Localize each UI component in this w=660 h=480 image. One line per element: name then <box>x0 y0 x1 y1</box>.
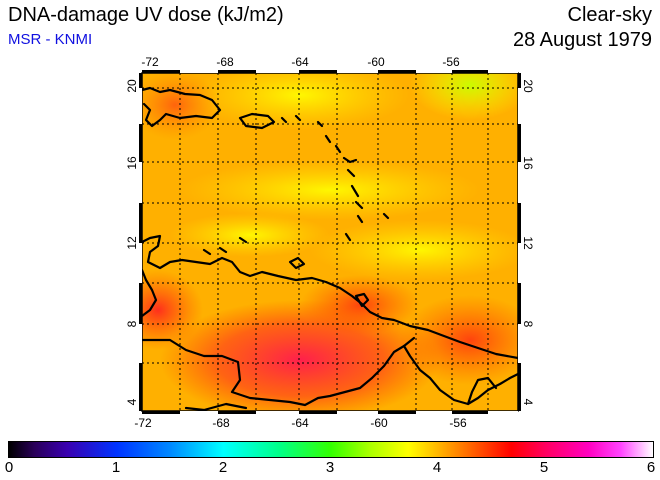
uv-dose-map: -72 -68 -64 -60 -56 -72 -68 -64 -60 -56 … <box>125 55 535 430</box>
suriname-border <box>466 376 498 406</box>
trinidad-coast <box>354 292 370 308</box>
lat-label-left-2: 12 <box>125 236 139 250</box>
frame-border-ticks <box>139 70 521 414</box>
scale-label-4: 4 <box>432 459 442 476</box>
hispaniola-coast <box>142 86 222 128</box>
lon-label-top-2: -64 <box>291 55 309 69</box>
lon-label-bottom-3: -60 <box>370 416 388 430</box>
aruba-curacao <box>202 236 248 256</box>
scale-label-2: 2 <box>218 459 228 476</box>
lon-label-bottom-4: -56 <box>449 416 467 430</box>
uv-dose-field <box>142 73 518 411</box>
lon-label-top-1: -68 <box>216 55 234 69</box>
guyana-border <box>402 344 518 406</box>
lat-label-left-0: 20 <box>125 79 139 93</box>
margarita-island <box>288 256 306 270</box>
scale-label-3: 3 <box>325 459 335 476</box>
lat-label-right-0: 20 <box>521 79 535 93</box>
lon-label-top-0: -72 <box>141 55 159 69</box>
color-scale-bar <box>8 441 654 458</box>
data-source-label: MSR - KNMI <box>8 31 93 48</box>
lat-label-left-1: 16 <box>125 156 139 170</box>
south-america-coast <box>142 234 518 360</box>
scale-label-6: 6 <box>646 459 656 476</box>
lesser-antilles <box>280 114 390 242</box>
lat-label-left-3: 8 <box>125 320 139 327</box>
puerto-rico-coast <box>238 112 276 130</box>
graticule <box>142 73 518 411</box>
amazon-river <box>184 402 248 411</box>
lon-label-bottom-0: -72 <box>134 416 152 430</box>
sky-condition-label: Clear-sky <box>567 4 652 26</box>
lat-label-right-3: 8 <box>521 321 535 328</box>
lon-label-top-4: -56 <box>442 55 460 69</box>
lat-label-left-4: 4 <box>125 398 139 405</box>
coastlines <box>142 86 518 411</box>
lon-label-bottom-2: -64 <box>291 416 309 430</box>
lat-label-right-1: 16 <box>521 156 535 170</box>
date-label: 28 August 1979 <box>512 29 652 51</box>
lon-label-bottom-1: -68 <box>212 416 230 430</box>
lon-label-top-3: -60 <box>367 55 385 69</box>
scale-label-0: 0 <box>4 459 14 476</box>
scale-label-5: 5 <box>539 459 549 476</box>
lake-maracaibo <box>142 268 158 318</box>
orinoco-border <box>142 336 416 407</box>
scale-label-1: 1 <box>111 459 121 476</box>
lat-label-right-2: 12 <box>521 236 535 250</box>
lat-label-right-4: 4 <box>521 399 535 406</box>
map-title: DNA-damage UV dose (kJ/m2) <box>8 4 284 26</box>
